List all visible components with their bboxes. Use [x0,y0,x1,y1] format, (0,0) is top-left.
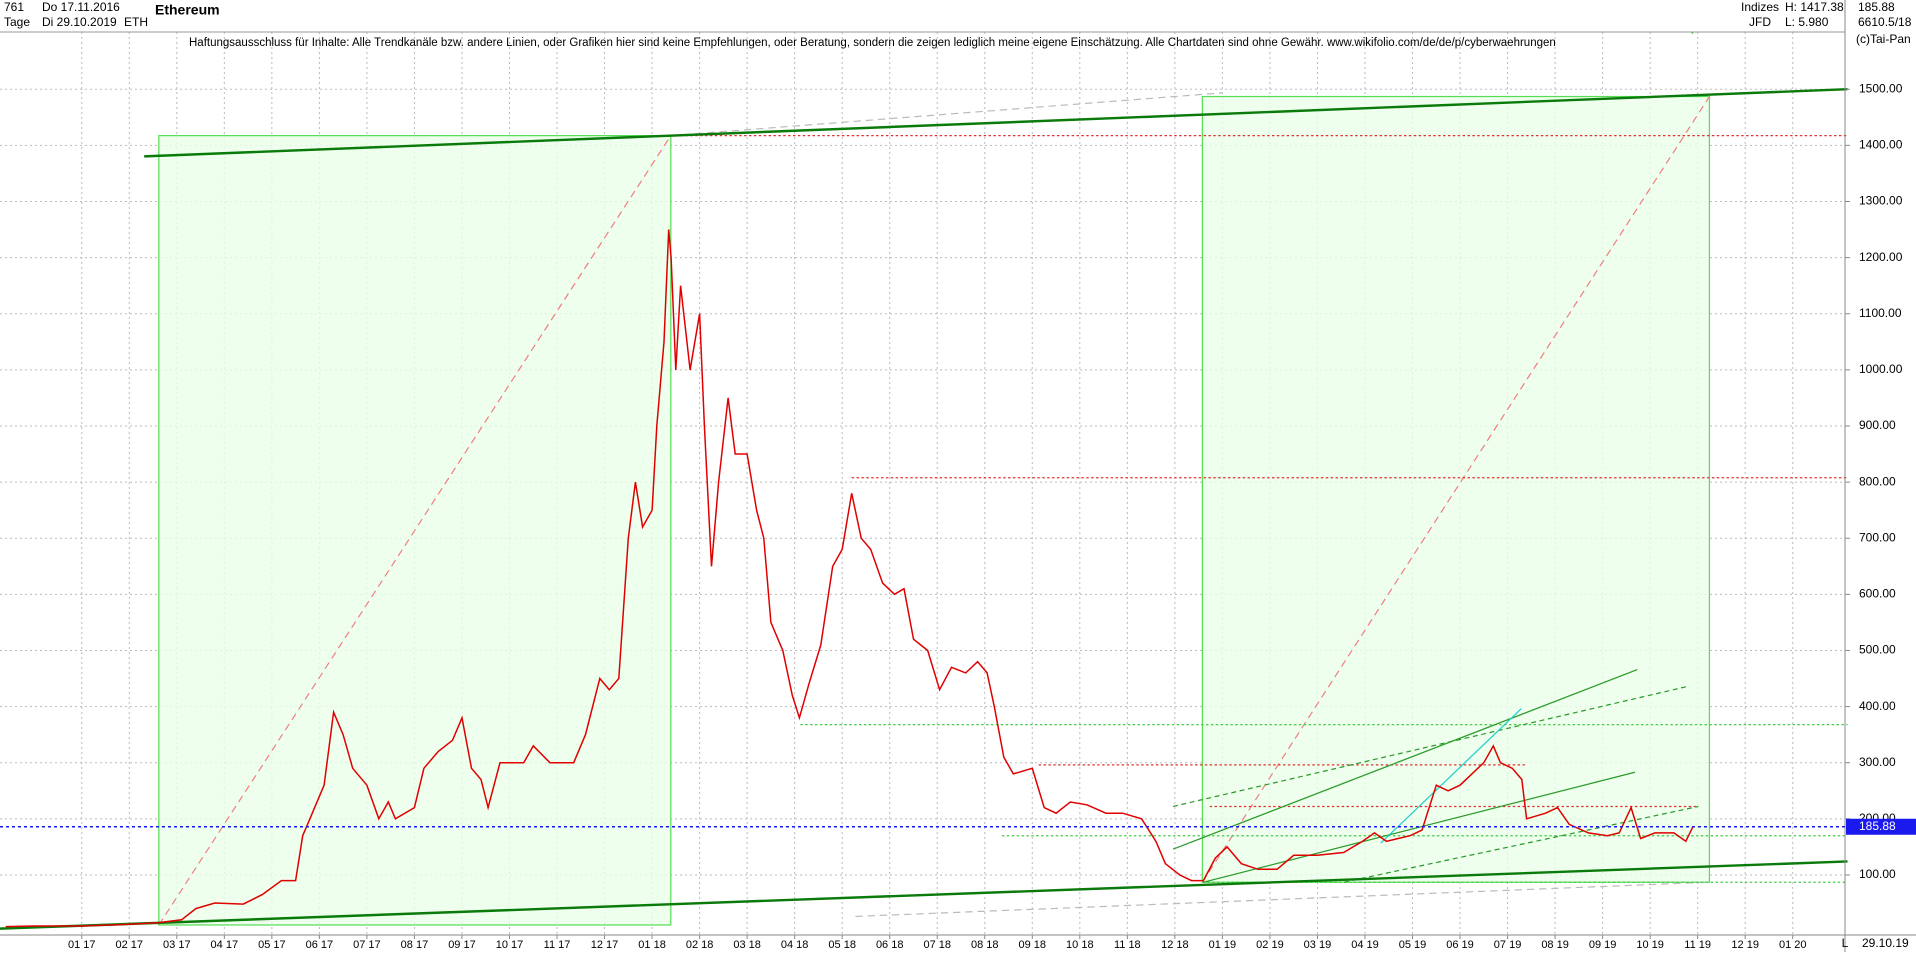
x-tick-label: 08 18 [971,939,999,951]
x-tick-label: 09 17 [448,939,476,951]
copyright: (c)Tai-Pan [1856,32,1911,46]
x-tick-label: 08 19 [1541,939,1569,951]
x-tick-label: 11 18 [1114,939,1141,951]
x-tick-label: 06 17 [306,939,334,951]
y-tick-label: 1000.00 [1859,362,1903,376]
x-tick-label: 12 19 [1731,939,1759,951]
drawing-tools [0,26,1848,930]
guide-line [670,92,1222,137]
channel-line [1380,708,1522,844]
y-tick-label: 100.00 [1859,867,1896,881]
x-tick-label: 07 19 [1494,939,1522,951]
x-tick-label: 10 19 [1636,939,1664,951]
y-tick-label: 900.00 [1859,418,1896,432]
guide-line [855,881,1710,918]
channel-line [1172,686,1687,808]
x-tick-label: 04 17 [211,939,239,951]
y-tick-label: 500.00 [1859,643,1896,657]
end-date: Di 29.10.2019 [42,15,117,29]
x-tick-label: 06 19 [1446,939,1474,951]
y-tick-label: 300.00 [1859,755,1896,769]
x-tick-label: 10 17 [496,939,524,951]
x-tick-label: 01 18 [638,939,666,951]
last-price-tag [1846,818,1916,835]
y-tick-label: 1500.00 [1859,81,1903,95]
close: 185.88 [1858,0,1895,14]
x-tick-label: 03 17 [163,939,191,951]
x-tick-label: 11 19 [1684,939,1711,951]
x-tick-label: 05 19 [1399,939,1427,951]
y-tick-label: 1200.00 [1859,250,1903,264]
x-tick-label: 02 18 [686,939,714,951]
x-tick-label: 06 18 [876,939,904,951]
channel-line [1172,669,1638,850]
y-tick-label: 1100.00 [1859,306,1902,320]
diagonal [158,135,672,926]
x-tick-label: 09 19 [1589,939,1617,951]
chart-title: Ethereum [155,2,220,18]
x-tick-label: 07 17 [353,939,381,951]
price-line [5,229,1694,928]
y-tick-label: 1400.00 [1859,138,1903,152]
diagonal [1201,96,1710,883]
low: L: 5.980 [1785,15,1829,29]
last-date: 29.10.19 [1862,936,1909,950]
x-tick-label: 09 18 [1019,939,1047,951]
x-tick-label: 03 19 [1304,939,1332,951]
x-tick-label: 01 17 [68,939,96,951]
last-price-label: 185.88 [1859,819,1896,833]
period: Tage [4,15,30,29]
x-tick-label: 12 18 [1161,939,1189,951]
volume: 6610.5/18 [1858,15,1912,29]
x-tick-label: 04 18 [781,939,809,951]
header-bar [0,0,1916,32]
broker: JFD [1749,15,1771,29]
x-tick-label: 10 18 [1066,939,1094,951]
x-tick-label: 01 20 [1779,939,1807,951]
scale-mode: L [1842,936,1849,950]
x-tick-label: 12 17 [591,939,619,951]
y-tick-label: 1300.00 [1859,194,1903,208]
channel-line [1203,771,1636,883]
x-tick-label: 04 19 [1351,939,1379,951]
x-tick-label: 08 17 [401,939,429,951]
high: H: 1417.38 [1785,0,1844,14]
y-tick-label: 400.00 [1859,699,1896,713]
trend-line [144,87,1848,158]
trend-line [0,860,1848,930]
group: Indizes [1741,0,1779,14]
y-tick-label: 600.00 [1859,587,1896,601]
symbol: ETH [124,15,148,29]
x-tick-label: 01 19 [1209,939,1237,951]
x-tick-label: 05 18 [828,939,856,951]
x-tick-label: 03 18 [733,939,761,951]
y-tick-label: 800.00 [1859,474,1896,488]
count: 761 [4,0,24,14]
start-date: Do 17.11.2016 [42,0,120,14]
x-tick-label: 05 17 [258,939,286,951]
x-tick-label: 11 17 [544,939,571,951]
x-tick-label: 02 19 [1256,939,1284,951]
channel-line [1343,805,1699,883]
disclaimer: Haftungsausschluss für Inhalte: Alle Tre… [189,37,1556,49]
x-tick-label: 02 17 [116,939,144,951]
y-tick-label: 700.00 [1859,530,1896,544]
x-tick-label: 07 18 [923,939,951,951]
